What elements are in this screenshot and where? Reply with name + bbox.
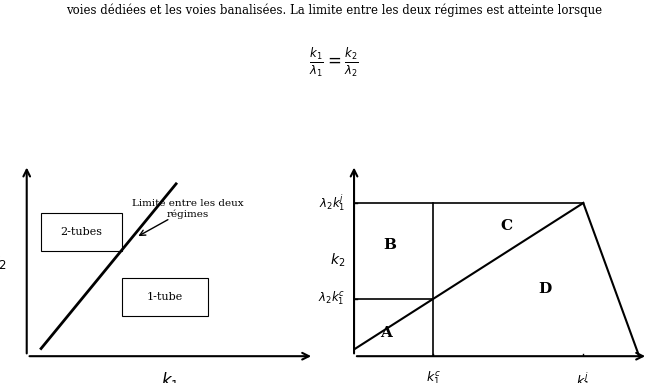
Text: $k_2$: $k_2$ [0,250,7,271]
FancyBboxPatch shape [122,278,208,316]
Text: $\lambda_2 k_1^c$: $\lambda_2 k_1^c$ [318,290,345,308]
Text: 1-tube: 1-tube [146,292,183,302]
Text: $k_1$: $k_1$ [162,370,179,383]
Text: voies dédiées et les voies banalisées. La limite entre les deux régimes est atte: voies dédiées et les voies banalisées. L… [66,4,602,17]
Text: 2-tubes: 2-tubes [60,227,102,237]
FancyBboxPatch shape [41,213,122,251]
Text: $\frac{k_1}{\lambda_1} = \frac{k_2}{\lambda_2}$: $\frac{k_1}{\lambda_1} = \frac{k_2}{\lam… [309,46,359,79]
Text: C: C [501,219,513,233]
Text: $\lambda_2 k_1^j$: $\lambda_2 k_1^j$ [319,193,345,213]
Text: $k_1^j$: $k_1^j$ [576,370,591,383]
Text: $k_1^c$: $k_1^c$ [426,370,441,383]
Text: B: B [383,238,396,252]
Text: $k_2$: $k_2$ [330,252,345,269]
Text: D: D [538,282,552,296]
Text: Limite entre les deux
régimes: Limite entre les deux régimes [132,199,243,219]
Text: A: A [381,326,392,340]
